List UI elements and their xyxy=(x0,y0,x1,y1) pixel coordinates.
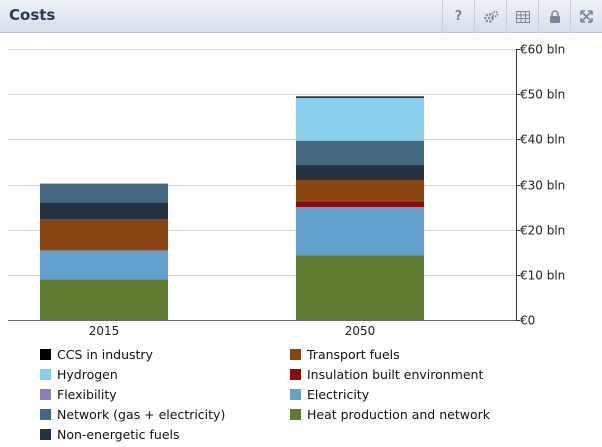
legend-item[interactable]: Insulation built environment xyxy=(290,367,483,382)
gears-icon xyxy=(483,10,498,23)
y-tick-label: €10 bln xyxy=(520,269,565,283)
settings-button[interactable] xyxy=(474,0,506,33)
legend-swatch xyxy=(290,389,301,400)
legend-swatch xyxy=(290,409,301,420)
y-tick-label: €20 bln xyxy=(520,224,565,238)
legend-swatch xyxy=(40,349,51,360)
help-button[interactable]: ? xyxy=(442,0,474,33)
bar-segment xyxy=(296,97,424,141)
bar-segment xyxy=(296,179,424,202)
bar-segment xyxy=(40,250,168,280)
x-tick-label: 2050 xyxy=(345,324,376,338)
legend-item[interactable]: Hydrogen xyxy=(40,367,118,382)
legend-item[interactable]: Flexibility xyxy=(40,387,117,402)
panel-header: Costs ? xyxy=(0,0,602,33)
lock-button[interactable] xyxy=(538,0,570,33)
legend-swatch xyxy=(40,429,51,440)
legend-label: Heat production and network xyxy=(307,407,490,422)
bar-segment xyxy=(296,96,424,98)
y-tick-label: €40 bln xyxy=(520,133,565,147)
help-icon: ? xyxy=(454,9,463,24)
legend-item[interactable]: Transport fuels xyxy=(290,347,400,362)
legend-label: Flexibility xyxy=(57,387,117,402)
legend-label: Transport fuels xyxy=(307,347,400,362)
expand-icon xyxy=(580,10,593,23)
legend-label: Hydrogen xyxy=(57,367,118,382)
legend-item[interactable]: Electricity xyxy=(290,387,369,402)
table-icon xyxy=(515,10,530,23)
header-toolbar: ? xyxy=(442,0,602,33)
legend-label: CCS in industry xyxy=(57,347,153,362)
y-tick-label: €0 xyxy=(520,314,535,328)
bar-segment xyxy=(40,183,168,203)
legend-label: Network (gas + electricity) xyxy=(57,407,226,422)
x-tick-label: 2015 xyxy=(89,324,120,338)
legend-label: Electricity xyxy=(307,387,370,402)
y-tick-label: €60 bln xyxy=(520,43,565,57)
panel-title: Costs xyxy=(9,6,56,24)
legend-item[interactable]: CCS in industry xyxy=(40,347,153,362)
y-tick-label: €50 bln xyxy=(520,88,565,102)
fullscreen-button[interactable] xyxy=(570,0,602,33)
table-button[interactable] xyxy=(506,0,538,33)
bar-segment xyxy=(40,219,168,251)
legend-swatch xyxy=(40,389,51,400)
legend-swatch xyxy=(290,369,301,380)
legend-swatch xyxy=(40,369,51,380)
bar-segment xyxy=(296,140,424,165)
y-tick-label: €30 bln xyxy=(520,179,565,193)
legend-label: Insulation built environment xyxy=(307,367,484,382)
bar-segment xyxy=(296,164,424,180)
stacked-bar-chart: €0 €10 bln €20 bln €30 bln €40 bln €50 bln €60… xyxy=(8,43,565,338)
legend-swatch xyxy=(40,409,51,420)
legend-item[interactable]: Network (gas + electricity) xyxy=(40,407,225,422)
legend-swatch xyxy=(290,349,301,360)
bar-segment xyxy=(40,202,168,220)
bar-segment xyxy=(296,201,424,208)
bar-segment xyxy=(296,255,424,320)
legend-item[interactable]: Heat production and network xyxy=(290,407,490,422)
legend-item[interactable]: Non-energetic fuels xyxy=(40,427,180,442)
lock-icon xyxy=(549,10,560,23)
bar-segment xyxy=(40,279,168,320)
legend-label: Non-energetic fuels xyxy=(57,427,180,442)
bar-segment xyxy=(296,207,424,256)
